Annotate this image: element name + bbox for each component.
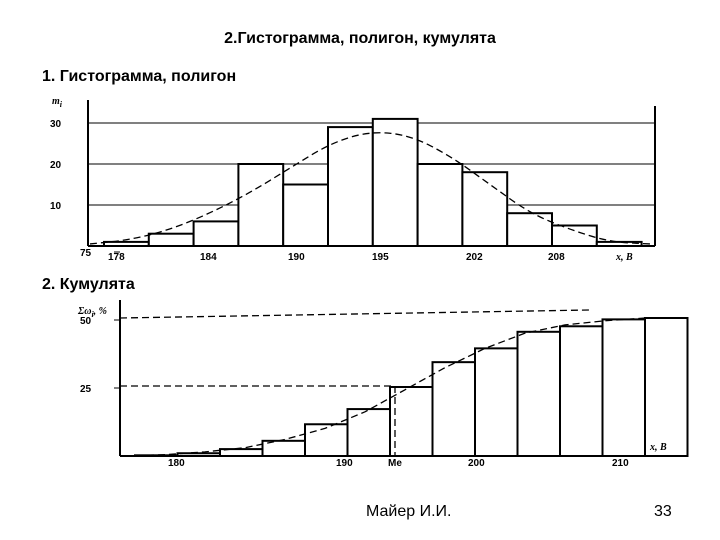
hist-bar bbox=[282, 183, 330, 247]
cum-bar bbox=[516, 330, 561, 457]
cum-x-tick-label: 200 bbox=[468, 458, 485, 469]
cum-x-tick-label: 210 bbox=[612, 458, 629, 469]
cum-y-tick-label: 25 bbox=[80, 384, 92, 395]
cum-bar bbox=[304, 423, 349, 458]
cum-y-tick-label: 75 bbox=[80, 248, 92, 259]
section-heading-histogram: 1. Гистограмма, полигон bbox=[42, 68, 237, 85]
cum-bar bbox=[474, 347, 519, 457]
page-number: 33 bbox=[654, 503, 672, 520]
hist-bar bbox=[461, 171, 509, 247]
hist-polygon-line bbox=[89, 132, 651, 245]
cum-100-line bbox=[119, 309, 591, 319]
hist-y-tick-label: 10 bbox=[50, 201, 62, 212]
section-heading-cumulative: 2. Кумулята bbox=[42, 276, 135, 293]
cum-x-tick-label: 180 bbox=[168, 458, 185, 469]
hist-x-tick-label: 178 bbox=[108, 252, 125, 263]
hist-x-tick-label: 202 bbox=[466, 252, 483, 263]
cumulative-chart: 25 50 75 180 190 Me 200 210 Σωi, % x, B bbox=[77, 248, 689, 469]
hist-bar bbox=[237, 163, 285, 247]
hist-x-tick-label: 184 bbox=[200, 252, 217, 263]
cum-bar bbox=[346, 408, 391, 457]
cum-x-tick-label: 190 bbox=[336, 458, 353, 469]
hist-bar bbox=[327, 126, 374, 247]
hist-bar bbox=[371, 117, 419, 247]
cum-bar bbox=[389, 386, 434, 457]
hist-y-tick-label: 30 bbox=[50, 119, 62, 130]
hist-bar bbox=[595, 240, 643, 247]
hist-x-tick-label: 208 bbox=[548, 252, 565, 263]
cum-curve-line bbox=[124, 317, 646, 457]
cum-y-label: Σωi, % bbox=[77, 306, 107, 319]
hist-bar bbox=[506, 212, 554, 247]
hist-bar bbox=[416, 163, 464, 247]
hist-bar bbox=[147, 232, 195, 247]
hist-bar bbox=[103, 240, 150, 247]
cum-bar bbox=[644, 317, 689, 457]
hist-y-tick-label: 20 bbox=[50, 160, 62, 171]
slide-title: 2.Гистограмма, полигон, кумулята bbox=[224, 30, 496, 47]
hist-bar bbox=[551, 224, 598, 247]
hist-x-tick-label: 195 bbox=[372, 252, 389, 263]
cum-x-tick-label: Me bbox=[388, 458, 402, 469]
histogram-chart: 10 20 30 178 184 190 195 202 208 mi x, B bbox=[50, 96, 656, 263]
cum-y-tick-label: 50 bbox=[80, 316, 92, 327]
cum-bar bbox=[431, 361, 476, 457]
cum-bar bbox=[601, 318, 646, 457]
hist-bar bbox=[192, 220, 240, 247]
cum-bar bbox=[559, 325, 604, 457]
hist-x-label: x, B bbox=[615, 252, 633, 263]
hist-y-label: mi bbox=[52, 96, 63, 109]
hist-x-tick-label: 190 bbox=[288, 252, 305, 263]
author-name: Майер И.И. bbox=[366, 503, 452, 520]
cum-x-label: x, B bbox=[649, 442, 667, 453]
